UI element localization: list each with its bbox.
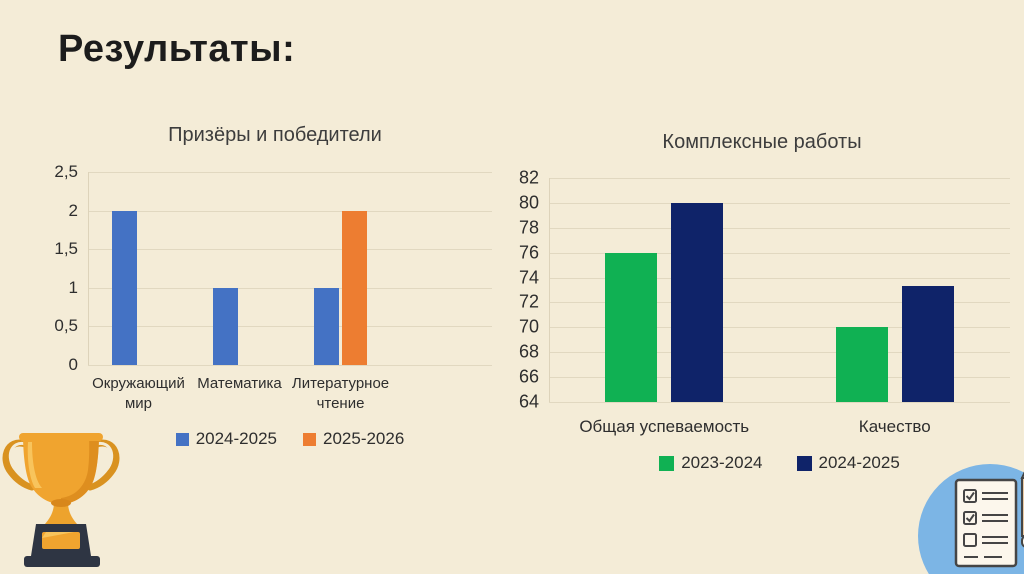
chart-legend: 2023-2024 2024-2025 — [549, 453, 1010, 473]
legend-item: 2024-2025 — [796, 453, 900, 473]
gridline — [549, 377, 1010, 379]
y-axis-tick-label: 0 — [68, 355, 78, 374]
gridline — [88, 287, 492, 289]
y-axis-tick-label: 70 — [518, 316, 539, 337]
legend-label: 2024-2025 — [818, 453, 900, 472]
legend-label: 2023-2024 — [681, 453, 763, 472]
gridline — [549, 402, 1010, 403]
gridline — [88, 326, 492, 328]
y-axis-tick-label: 1,5 — [54, 239, 78, 259]
legend-swatch — [796, 455, 812, 471]
gridline — [549, 202, 1010, 204]
gridline — [88, 210, 492, 212]
x-axis-category-label: Окружающий мир — [92, 375, 185, 412]
y-axis-tick-label: 1 — [68, 277, 78, 297]
bar — [213, 287, 238, 365]
bar — [901, 286, 954, 402]
slide-title: Результаты: — [58, 28, 296, 70]
bar — [835, 327, 888, 402]
bar — [342, 210, 367, 365]
legend-label: 2024-2025 — [195, 429, 277, 448]
y-axis-tick-label: 0,5 — [54, 316, 78, 336]
bar — [314, 287, 339, 365]
gridline — [549, 252, 1010, 254]
y-axis-tick-label: 78 — [518, 217, 539, 238]
plot-area: 0 0,5 1 1,5 2 2,5 Окружающий мир Математика Лите… — [54, 162, 492, 412]
legend-label: 2025-2026 — [323, 429, 405, 448]
legend-swatch — [659, 455, 675, 471]
chart-prize-winners: Призёры и победители 0 0,5 1 1,5 2 2,5 Окружаю… — [40, 118, 510, 458]
gridline — [549, 327, 1010, 329]
trophy-icon — [2, 433, 120, 567]
legend-swatch — [303, 432, 316, 446]
x-axis-category-label: Общая успеваемость — [579, 417, 750, 436]
chart-legend: 2024-2025 2025-2026 — [88, 429, 492, 449]
gridline — [88, 365, 492, 366]
legend-item: 2025-2026 — [303, 429, 404, 449]
y-axis-line — [88, 172, 89, 365]
bar — [671, 202, 724, 402]
y-axis-tick-label: 82 — [518, 167, 539, 188]
chart-title: Комплексные работы — [662, 131, 862, 153]
y-axis-tick-label: 74 — [518, 267, 539, 288]
gridline — [88, 172, 492, 173]
checklist-with-pencil-icon — [918, 464, 1024, 574]
y-axis-tick-label: 64 — [518, 391, 539, 412]
gridline — [549, 227, 1010, 229]
chart-title: Призёры и победители — [168, 124, 382, 146]
gridline — [88, 249, 492, 251]
y-axis-tick-label: 76 — [518, 242, 539, 263]
x-axis-category-label: Качество — [858, 417, 931, 436]
gridline — [549, 302, 1010, 304]
chart-complex-works: Комплексные работы 64 66 68 70 72 74 76 78 80 82 О… — [500, 125, 1024, 485]
legend-item: 2024-2025 — [175, 429, 277, 449]
bar — [605, 252, 658, 402]
y-axis-tick-label: 68 — [518, 341, 539, 362]
y-axis-tick-label: 2 — [68, 200, 78, 220]
bar — [112, 210, 137, 365]
x-axis-category-label: Математика — [197, 375, 282, 392]
legend-swatch — [175, 432, 189, 446]
y-axis-tick-label: 72 — [518, 291, 539, 312]
y-axis-tick-label: 2,5 — [54, 162, 78, 181]
plot-area: 64 66 68 70 72 74 76 78 80 82 Общая успеваемость Ка… — [519, 168, 1010, 436]
y-axis-tick-label: 80 — [518, 192, 539, 213]
gridline — [549, 178, 1010, 179]
legend-item: 2023-2024 — [659, 453, 763, 473]
gridline — [549, 277, 1010, 279]
y-axis-tick-label: 66 — [518, 366, 539, 387]
x-axis-category-label: Литературное чтение — [291, 375, 390, 412]
y-axis-line — [549, 178, 550, 402]
gridline — [549, 352, 1010, 354]
